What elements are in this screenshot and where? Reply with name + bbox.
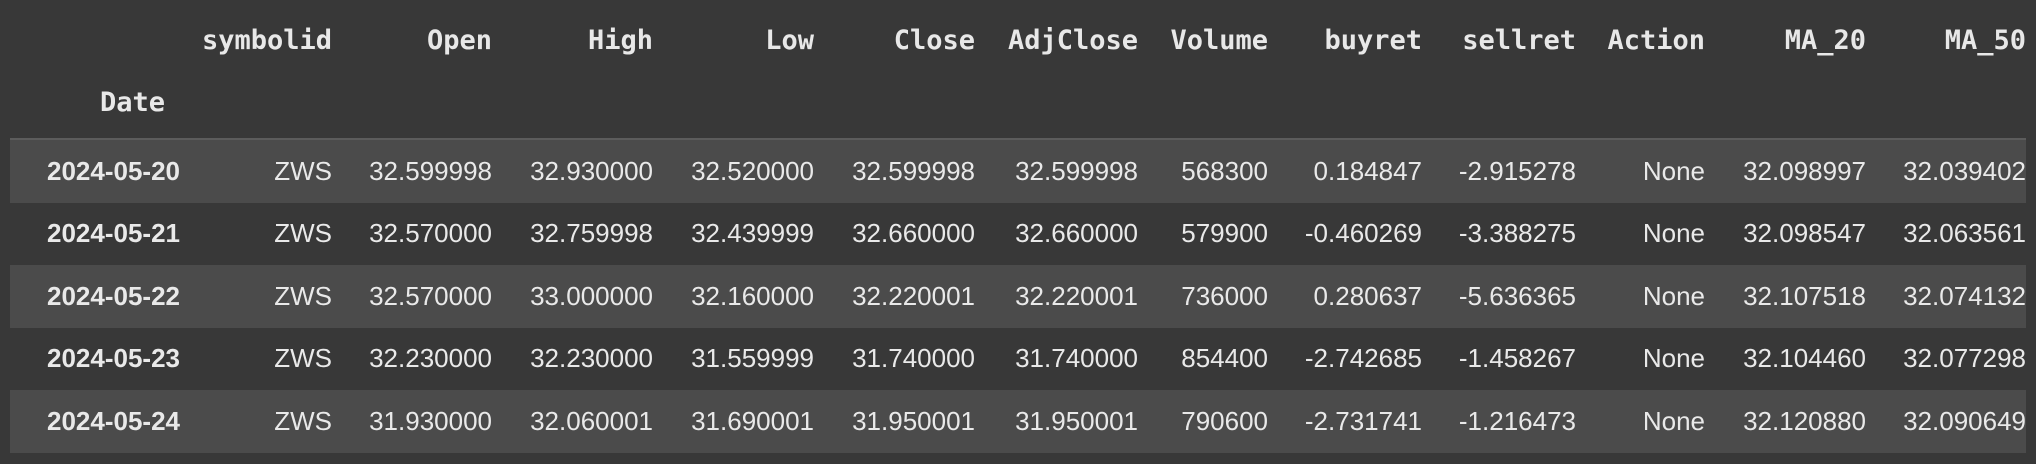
cell-low: 32.520000 — [691, 155, 814, 186]
cell-symbolid: ZWS — [274, 343, 332, 374]
cell-low: 31.559999 — [691, 343, 814, 374]
cell-sellret: -1.458267 — [1458, 343, 1576, 374]
cell-adjclose: 32.599998 — [1015, 155, 1138, 186]
cell-close: 32.220001 — [852, 280, 975, 311]
cell-adjclose: 32.220001 — [1015, 280, 1138, 311]
cell-adjclose: 31.950001 — [1015, 405, 1138, 436]
index-header-row: Date — [10, 66, 2026, 140]
cell-sellret: -5.636365 — [1458, 280, 1576, 311]
header-buyret: buyret — [1324, 24, 1422, 56]
row-index: 2024-05-21 — [47, 218, 180, 249]
cell-ma-50: 32.090649 — [1903, 405, 2026, 436]
header-open: Open — [426, 24, 492, 56]
cell-symbolid: ZWS — [274, 405, 332, 436]
table-header: symbolid Open High Low Close AdjClose Vo… — [10, 14, 2026, 140]
cell-action: None — [1642, 343, 1705, 374]
cell-low: 32.160000 — [691, 280, 814, 311]
cell-volume: 579900 — [1181, 218, 1268, 249]
cell-action: None — [1642, 405, 1705, 436]
cell-high: 32.930000 — [530, 155, 653, 186]
dataframe-table: symbolid Open High Low Close AdjClose Vo… — [10, 14, 2026, 453]
header-volume: Volume — [1170, 24, 1268, 56]
header-sellret: sellret — [1462, 24, 1576, 56]
cell-action: None — [1642, 280, 1705, 311]
header-high: High — [587, 24, 653, 56]
cell-adjclose: 32.660000 — [1015, 218, 1138, 249]
cell-open: 32.599998 — [369, 155, 492, 186]
header-ma-20: MA_20 — [1784, 24, 1866, 56]
row-index: 2024-05-22 — [47, 280, 180, 311]
cell-buyret: 0.280637 — [1313, 280, 1422, 311]
cell-ma-20: 32.098547 — [1743, 218, 1866, 249]
cell-high: 32.060001 — [530, 405, 653, 436]
header-close: Close — [893, 24, 975, 56]
header-blank — [10, 14, 180, 66]
cell-ma-20: 32.107518 — [1743, 280, 1866, 311]
cell-sellret: -2.915278 — [1458, 155, 1576, 186]
table-row: 2024-05-21 ZWS 32.570000 32.759998 32.43… — [10, 202, 2026, 265]
cell-ma-50: 32.074132 — [1903, 280, 2026, 311]
row-index: 2024-05-20 — [47, 155, 180, 186]
cell-high: 32.230000 — [530, 343, 653, 374]
cell-volume: 854400 — [1181, 343, 1268, 374]
cell-sellret: -3.388275 — [1458, 218, 1576, 249]
cell-open: 32.570000 — [369, 280, 492, 311]
cell-action: None — [1642, 218, 1705, 249]
cell-ma-20: 32.120880 — [1743, 405, 1866, 436]
cell-ma-20: 32.098997 — [1743, 155, 1866, 186]
cell-volume: 736000 — [1181, 280, 1268, 311]
row-index: 2024-05-23 — [47, 343, 180, 374]
cell-ma-50: 32.077298 — [1903, 343, 2026, 374]
cell-symbolid: ZWS — [274, 218, 332, 249]
header-low: Low — [765, 24, 814, 56]
cell-buyret: -0.460269 — [1304, 218, 1422, 249]
cell-ma-50: 32.039402 — [1903, 155, 2026, 186]
cell-buyret: -2.742685 — [1304, 343, 1422, 374]
cell-sellret: -1.216473 — [1458, 405, 1576, 436]
index-name: Date — [10, 66, 180, 140]
cell-high: 32.759998 — [530, 218, 653, 249]
table-row: 2024-05-22 ZWS 32.570000 33.000000 32.16… — [10, 265, 2026, 328]
cell-open: 32.570000 — [369, 218, 492, 249]
cell-close: 31.740000 — [852, 343, 975, 374]
cell-close: 31.950001 — [852, 405, 975, 436]
cell-symbolid: ZWS — [274, 155, 332, 186]
column-header-row: symbolid Open High Low Close AdjClose Vo… — [10, 14, 2026, 66]
cell-buyret: -2.731741 — [1304, 405, 1422, 436]
table-row: 2024-05-24 ZWS 31.930000 32.060001 31.69… — [10, 390, 2026, 453]
header-action: Action — [1607, 24, 1705, 56]
table-row: 2024-05-20 ZWS 32.599998 32.930000 32.52… — [10, 139, 2026, 203]
cell-low: 31.690001 — [691, 405, 814, 436]
row-index: 2024-05-24 — [47, 405, 180, 436]
cell-open: 31.930000 — [369, 405, 492, 436]
cell-ma-50: 32.063561 — [1903, 218, 2026, 249]
cell-close: 32.660000 — [852, 218, 975, 249]
cell-high: 33.000000 — [530, 280, 653, 311]
cell-action: None — [1642, 155, 1705, 186]
cell-symbolid: ZWS — [274, 280, 332, 311]
header-ma-50: MA_50 — [1944, 24, 2026, 56]
cell-close: 32.599998 — [852, 155, 975, 186]
cell-volume: 790600 — [1181, 405, 1268, 436]
cell-adjclose: 31.740000 — [1015, 343, 1138, 374]
table-row: 2024-05-23 ZWS 32.230000 32.230000 31.55… — [10, 327, 2026, 390]
header-symbolid: symbolid — [201, 24, 332, 56]
cell-low: 32.439999 — [691, 218, 814, 249]
cell-buyret: 0.184847 — [1313, 155, 1422, 186]
header-adjclose: AdjClose — [1007, 24, 1138, 56]
cell-volume: 568300 — [1181, 155, 1268, 186]
cell-open: 32.230000 — [369, 343, 492, 374]
table-body: 2024-05-20 ZWS 32.599998 32.930000 32.52… — [10, 139, 2026, 453]
cell-ma-20: 32.104460 — [1743, 343, 1866, 374]
